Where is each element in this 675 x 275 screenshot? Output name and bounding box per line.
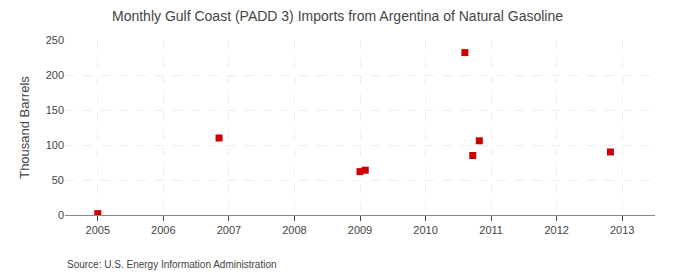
svg-text:2008: 2008 (282, 224, 306, 236)
svg-text:2013: 2013 (610, 224, 634, 236)
svg-text:2006: 2006 (151, 224, 175, 236)
svg-text:200: 200 (46, 69, 64, 81)
svg-text:50: 50 (52, 174, 64, 186)
svg-text:0: 0 (58, 209, 64, 221)
svg-text:2005: 2005 (86, 224, 110, 236)
svg-text:250: 250 (46, 34, 64, 46)
svg-text:Source: U.S. Energy Informatio: Source: U.S. Energy Information Administ… (67, 259, 277, 270)
svg-text:Thousand Barrels: Thousand Barrels (17, 76, 32, 179)
svg-text:2012: 2012 (544, 224, 568, 236)
svg-text:100: 100 (46, 139, 64, 151)
svg-text:2009: 2009 (348, 224, 372, 236)
svg-text:2007: 2007 (217, 224, 241, 236)
svg-text:2010: 2010 (413, 224, 437, 236)
svg-text:2011: 2011 (479, 224, 503, 236)
svg-text:150: 150 (46, 104, 64, 116)
svg-text:Monthly Gulf Coast (PADD 3) Im: Monthly Gulf Coast (PADD 3) Imports from… (112, 8, 563, 24)
